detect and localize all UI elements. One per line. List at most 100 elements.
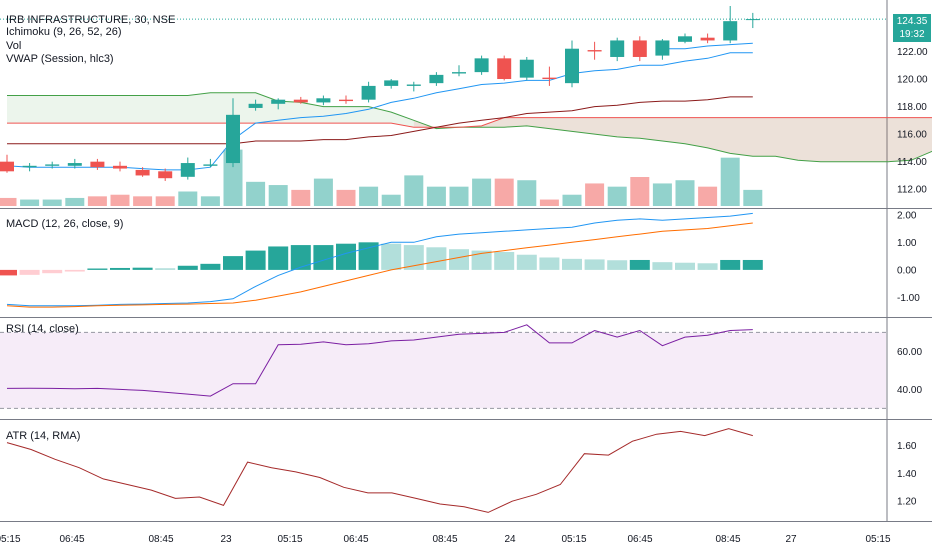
- rsi-band: [0, 332, 886, 409]
- rsi-legend[interactable]: RSI (14, close): [6, 323, 79, 335]
- volume-bar: [200, 196, 220, 206]
- candle-body: [655, 40, 670, 56]
- macd-axis-tick: -1.00: [897, 293, 920, 304]
- volume-bar: [178, 191, 198, 206]
- candle: [587, 41, 602, 60]
- macd-histogram-bar: [155, 268, 176, 270]
- candle-body: [565, 48, 579, 84]
- candle-body: [610, 40, 625, 57]
- candle-body: [587, 50, 602, 52]
- volume-bar: [359, 186, 379, 206]
- macd-histogram-bar: [426, 247, 447, 270]
- candle: [180, 157, 195, 180]
- macd-axis-tick: 1.00: [897, 238, 917, 249]
- candle: [226, 98, 240, 168]
- candle: [158, 168, 173, 181]
- atr-line: [6, 428, 753, 513]
- candle-body: [22, 165, 37, 168]
- macd-histogram-bar: [697, 263, 718, 270]
- volume-bar: [110, 194, 130, 206]
- candle: [610, 37, 625, 62]
- kijun-sen-line: [7, 96, 753, 145]
- macd-legend[interactable]: MACD (12, 26, close, 9): [6, 218, 124, 230]
- ichimoku-legend[interactable]: Ichimoku (9, 26, 52, 26): [6, 26, 122, 38]
- macd-histogram-bar: [42, 269, 63, 274]
- candle-body: [497, 58, 512, 80]
- time-axis-tick: 27: [785, 534, 797, 545]
- senkou-span-a-line: [7, 92, 932, 163]
- vwap-legend[interactable]: VWAP (Session, hlc3): [6, 53, 114, 65]
- candle: [22, 163, 37, 172]
- volume-bar: [223, 149, 243, 206]
- candle-body: [271, 99, 286, 104]
- volume-bar: [562, 194, 582, 206]
- candle-body: [316, 98, 331, 103]
- volume-bar: [313, 178, 333, 206]
- candle-body: [339, 99, 353, 102]
- candle-body: [723, 21, 738, 41]
- candle-body: [135, 169, 150, 176]
- candle: [497, 55, 512, 81]
- macd-histogram-bar: [19, 269, 40, 275]
- time-axis-tick: 06:45: [343, 534, 368, 545]
- candle: [474, 55, 489, 75]
- candle-body: [293, 99, 308, 103]
- volume-bar: [720, 157, 740, 206]
- volume-bar: [133, 196, 153, 206]
- volume-bar: [630, 177, 650, 206]
- atr-legend[interactable]: ATR (14, RMA): [6, 430, 81, 442]
- macd-histogram-bar: [223, 256, 243, 270]
- symbol-title: IRB INFRASTRUCTURE, 30, NSE: [6, 14, 176, 26]
- candle: [406, 81, 421, 92]
- candle: [519, 56, 534, 81]
- time-axis-tick: 06:45: [59, 534, 84, 545]
- candle-body: [700, 37, 715, 41]
- volume-bar: [404, 175, 424, 206]
- macd-histogram-bar: [0, 269, 17, 276]
- macd-histogram-bar: [200, 263, 221, 270]
- macd-histogram-bar: [64, 269, 85, 272]
- candle: [429, 72, 444, 86]
- volume-bar: [743, 189, 763, 206]
- last-price-value: 124.35: [896, 16, 928, 27]
- volume-bar: [336, 189, 356, 206]
- time-axis-tick: 24: [504, 534, 516, 545]
- candle: [0, 154, 14, 173]
- rsi-axis-tick: 40.00: [897, 385, 922, 396]
- candle-body: [384, 80, 399, 86]
- vol-legend[interactable]: Vol: [6, 40, 22, 52]
- macd-histogram-bar: [110, 267, 130, 270]
- ichimoku-cloud-red: [413, 117, 932, 162]
- last-price-label: 124.35 19:32: [893, 14, 931, 42]
- candle: [565, 40, 579, 88]
- candle: [339, 95, 353, 104]
- volume-bar: [472, 178, 492, 206]
- candle-body: [361, 85, 376, 100]
- macd-axis-tick: 2.00: [897, 210, 917, 221]
- candle: [316, 95, 331, 106]
- macd-histogram-bar: [675, 262, 695, 270]
- volume-bar: [426, 186, 446, 206]
- macd-histogram-bar: [652, 262, 673, 270]
- candle: [113, 161, 127, 172]
- macd-histogram-bar: [516, 254, 537, 270]
- macd-histogram-bar: [87, 268, 108, 270]
- macd-histogram-bar: [132, 267, 153, 270]
- time-axis-tick: 08:45: [715, 534, 740, 545]
- volume-bar: [585, 183, 605, 206]
- macd-histogram-bar: [449, 249, 469, 270]
- candle: [248, 99, 263, 111]
- price-axis-tick: 112.00: [897, 185, 927, 196]
- volume-bar: [87, 196, 107, 206]
- time-axis-tick: 05:15: [277, 534, 302, 545]
- macd-histogram-bar: [584, 259, 605, 270]
- candle-body: [67, 163, 82, 166]
- candle: [271, 98, 286, 110]
- candle: [542, 66, 557, 86]
- time-axis-tick: 05:15: [0, 534, 21, 545]
- candle-body: [632, 40, 647, 57]
- candle-body: [519, 59, 534, 78]
- volume-bar: [246, 181, 266, 206]
- candle-body: [180, 163, 195, 177]
